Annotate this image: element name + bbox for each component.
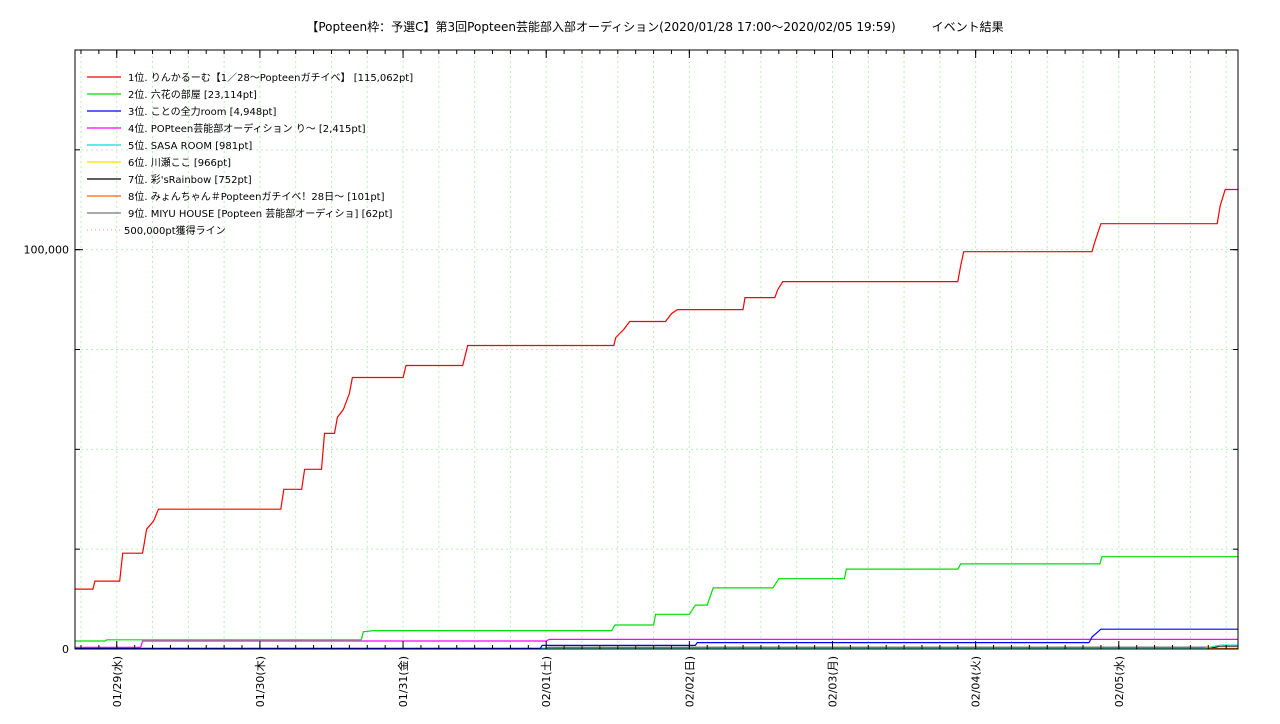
x-tick-label: 02/04(火)	[970, 656, 983, 707]
axis-ticks: 0 100,000 01/29(水) 01/30(木) 01/31(金) 02/01(土)…	[24, 50, 1238, 707]
legend-label: 7位. 彩'sRainbow [752pt]	[128, 173, 252, 186]
legend-label: 4位. POPteen芸能部オーディション り〜 [2,415pt]	[128, 122, 366, 135]
legend-label: 6位. 川瀬ここ [966pt]	[128, 156, 231, 169]
series-lines	[75, 188, 1238, 650]
series-line	[75, 638, 1238, 649]
x-tick-label: 02/03(月)	[827, 656, 840, 707]
series-line	[75, 188, 1238, 590]
legend-label: 3位. ことの全力room [4,948pt]	[128, 105, 276, 118]
legend-label: 9位. MIYU HOUSE [Popteen 芸能部オーディショ] [62pt…	[128, 207, 393, 220]
series-line	[75, 628, 1238, 650]
legend-label: 5位. SASA ROOM [981pt]	[128, 139, 252, 152]
chart-title: 【Popteen枠：予選C】第3回Popteen芸能部入部オーディション(202…	[306, 19, 1003, 34]
x-tick-label: 01/30(木)	[254, 656, 267, 707]
legend-label: 8位. みょんちゃん＃Popteenガチイベ！28日〜 [101pt]	[128, 190, 385, 203]
y-tick-label: 0	[62, 643, 69, 656]
x-tick-label: 01/31(金)	[396, 656, 410, 707]
x-tick-label: 02/05(水)	[1113, 656, 1126, 707]
grid-lines	[76, 51, 1237, 648]
x-tick-label: 02/02(日)	[683, 656, 696, 707]
x-tick-label: 01/29(水)	[111, 656, 124, 707]
legend-label: 500,000pt獲得ライン	[124, 224, 226, 237]
legend-label: 2位. 六花の部屋 [23,114pt]	[128, 88, 257, 101]
series-line	[75, 556, 1238, 642]
x-tick-label: 02/01(土)	[540, 656, 553, 707]
y-tick-label: 100,000	[24, 244, 70, 257]
legend-label: 1位. りんかるーむ【1／28〜Popteenガチイベ】 [115,062pt]	[128, 71, 413, 84]
legend: 1位. りんかるーむ【1／28〜Popteenガチイベ】 [115,062pt]…	[87, 71, 413, 237]
